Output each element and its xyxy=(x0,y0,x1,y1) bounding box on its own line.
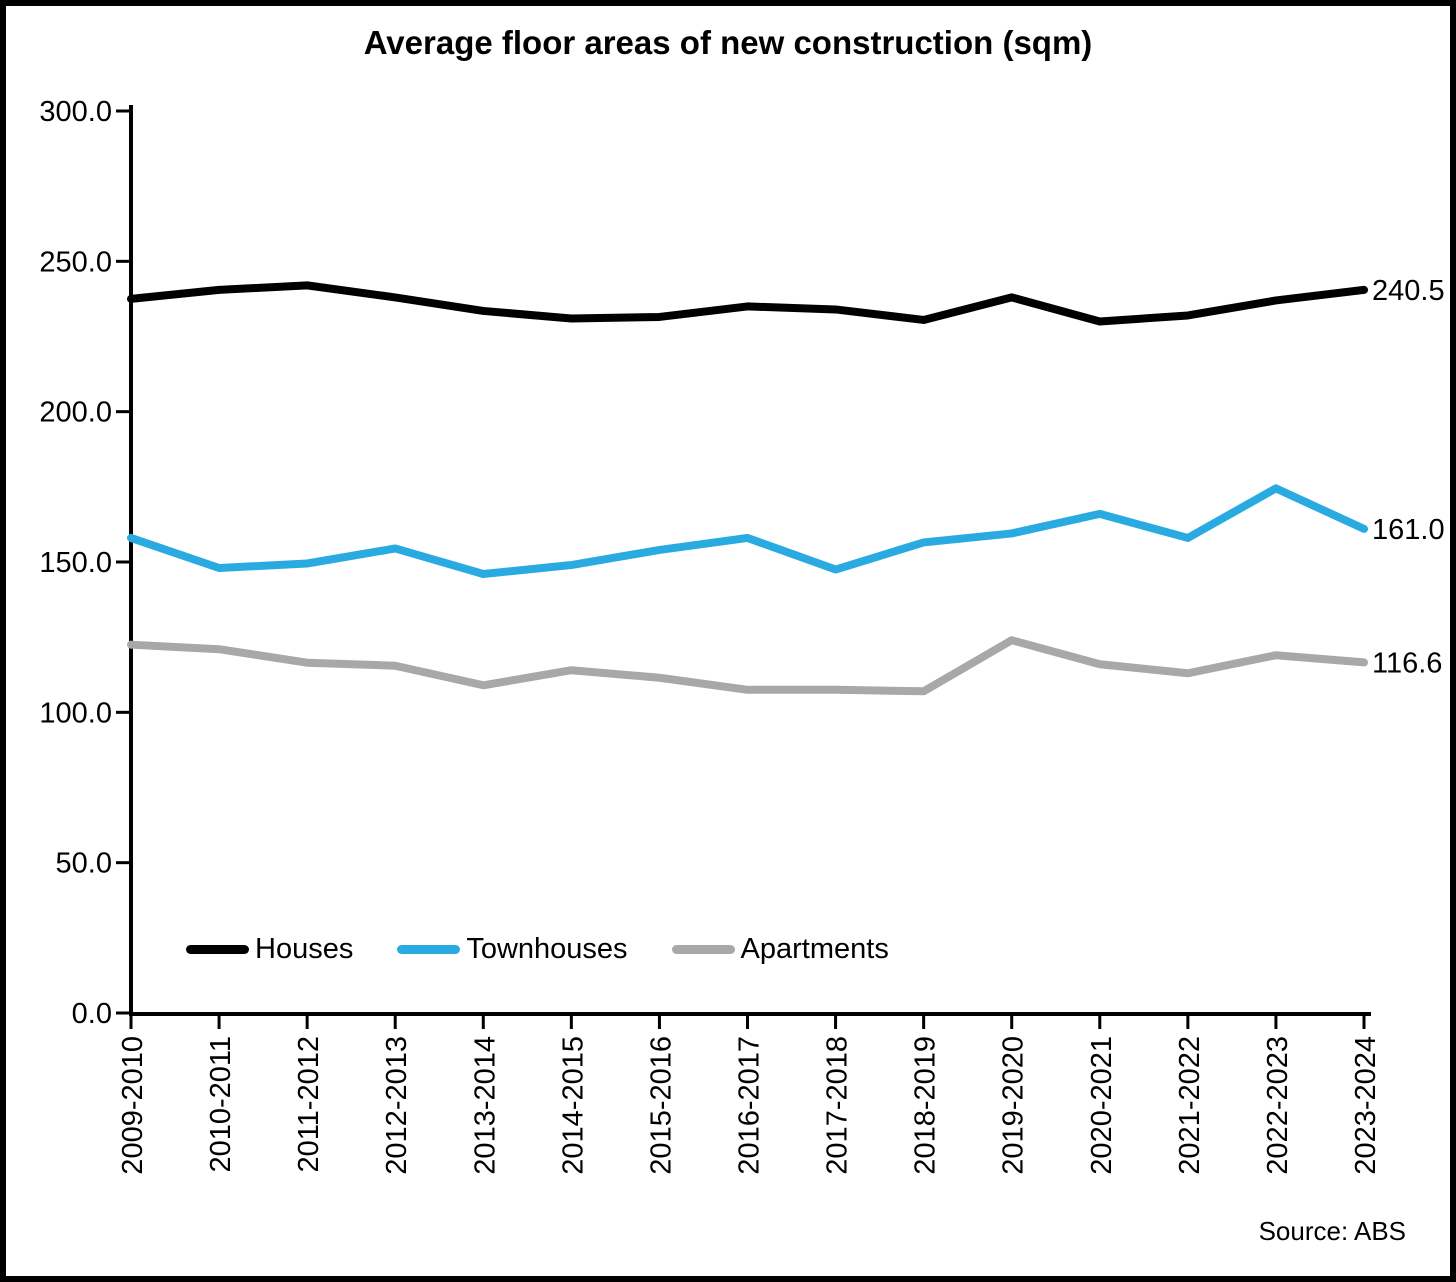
x-axis-tick-label: 2015-2016 xyxy=(645,1036,677,1175)
x-axis-tick-label: 2018-2019 xyxy=(910,1036,942,1175)
x-axis-tick-label: 2010-2011 xyxy=(205,1036,237,1173)
legend-swatch-houses xyxy=(186,945,249,954)
y-axis-tick-label: 150.0 xyxy=(39,547,112,579)
series-line-houses xyxy=(127,281,1368,326)
legend-swatch-townhouses xyxy=(397,945,461,954)
legend-item-houses: Houses xyxy=(186,933,353,966)
series-end-label-townhouses: 161.0 xyxy=(1372,514,1445,546)
y-axis-tick-label: 100.0 xyxy=(39,697,112,729)
x-axis-tick-label: 2016-2017 xyxy=(734,1036,766,1175)
y-axis-tick-label: 200.0 xyxy=(39,397,112,429)
x-axis-tick-label: 2022-2023 xyxy=(1262,1036,1294,1175)
x-axis-tick-label: 2012-2013 xyxy=(381,1036,413,1175)
x-axis-tick-label: 2021-2022 xyxy=(1174,1036,1206,1175)
series-line-townhouses xyxy=(127,484,1368,579)
y-axis-tick-label: 50.0 xyxy=(56,848,112,880)
series-end-label-apartments: 116.6 xyxy=(1372,647,1442,679)
legend-label-houses: Houses xyxy=(255,933,354,965)
chart-title: Average floor areas of new construction … xyxy=(363,24,1093,61)
legend-swatch-apartments xyxy=(671,945,735,954)
series-end-label-houses: 240.5 xyxy=(1372,275,1445,307)
legend-item-apartments: Apartments xyxy=(671,933,889,966)
legend-item-townhouses: Townhouses xyxy=(397,933,628,966)
x-axis-tick-label: 2013-2014 xyxy=(469,1036,501,1175)
y-axis-tick-label: 300.0 xyxy=(39,96,112,128)
chart-legend: Houses Townhouses Apartments xyxy=(186,933,889,966)
x-axis-tick-label: 2011-2012 xyxy=(293,1036,325,1173)
x-axis-tick-label: 2019-2020 xyxy=(998,1036,1030,1175)
legend-label-townhouses: Townhouses xyxy=(466,933,628,965)
x-axis-tick-label: 2014-2015 xyxy=(557,1036,589,1175)
y-axis-tick-label: 0.0 xyxy=(72,998,112,1030)
x-axis-tick-label: 2017-2018 xyxy=(822,1036,854,1175)
x-axis-tick-label: 2020-2021 xyxy=(1086,1036,1118,1175)
x-axis-tick-label: 2009-2010 xyxy=(117,1036,149,1175)
series-line-apartments xyxy=(127,636,1368,696)
y-axis-tick-label: 250.0 xyxy=(39,246,112,278)
source-note: Source: ABS xyxy=(1258,1216,1406,1246)
legend-label-apartments: Apartments xyxy=(740,933,889,965)
x-axis-tick-label: 2023-2024 xyxy=(1350,1036,1382,1175)
